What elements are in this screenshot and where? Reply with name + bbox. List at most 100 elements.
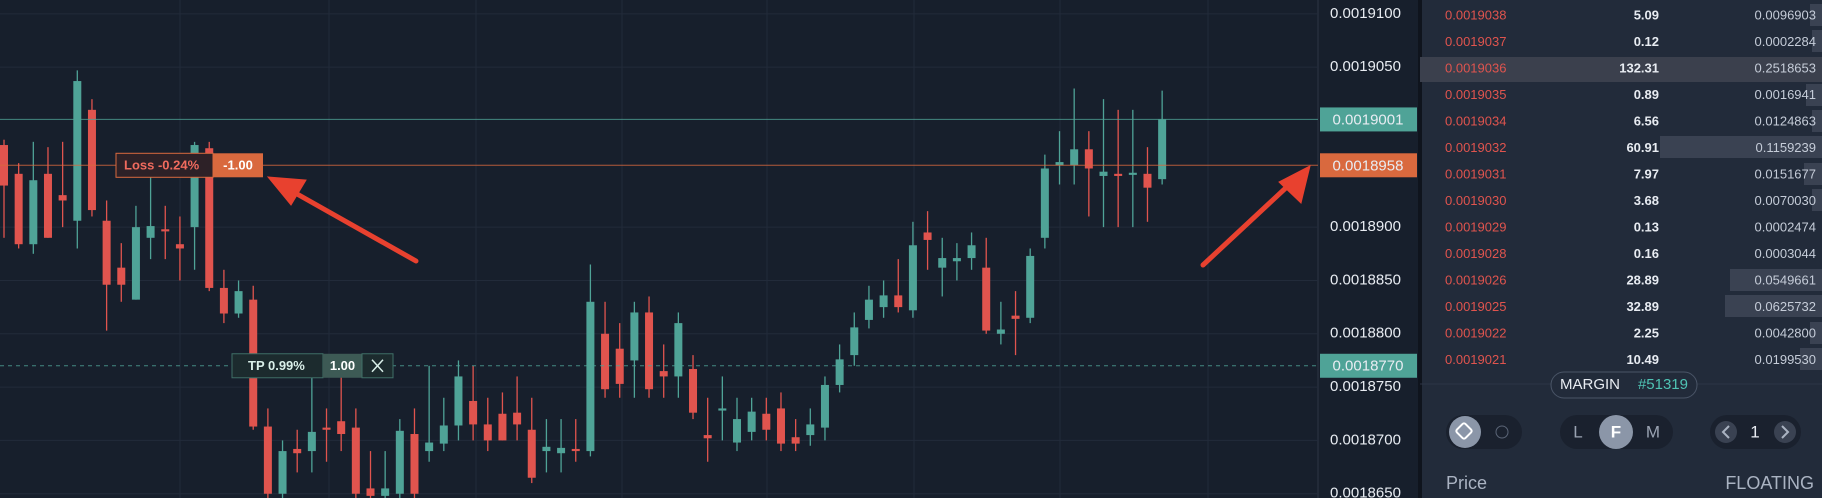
ask-price: 0.0019022 [1445, 325, 1506, 340]
arrow [266, 165, 1311, 268]
candle-body [645, 312, 654, 390]
grid [0, 13, 1318, 495]
tag-knob[interactable] [1449, 416, 1481, 448]
candle-body [1114, 173, 1123, 176]
price-badge [1320, 153, 1417, 178]
order-book: 0.0019038 5.09 0.0096903 0.0019037 0.12 0.000… [1445, 7, 1816, 367]
order-label: TP 0.99% [248, 358, 305, 373]
y-tick-label: 0.0019100 [1330, 5, 1401, 22]
candle-body [73, 81, 82, 221]
price-badges: 0.0019001 0.0018958 0.0018770 [1320, 107, 1417, 378]
candle-body [205, 148, 214, 288]
ask-total: 0.0002474 [1755, 219, 1816, 234]
candle-body [1128, 172, 1137, 175]
candle-body [293, 448, 302, 454]
price-badge [1320, 353, 1417, 378]
candle-body [175, 244, 184, 249]
candle-body [87, 109, 96, 211]
candle-body [791, 437, 800, 444]
candle-body [498, 413, 507, 441]
decrease-button[interactable] [1715, 421, 1737, 443]
ask-total: 0.0070030 [1755, 193, 1816, 208]
price-badge-label: 0.0019001 [1333, 111, 1404, 128]
ask-total: 0.0151677 [1755, 166, 1816, 181]
ask-amount: 32.89 [1626, 299, 1659, 314]
order-quantity-box[interactable] [213, 153, 263, 178]
increase-icon [1781, 425, 1790, 439]
ask-total: 0.0002284 [1755, 34, 1816, 49]
mode-option[interactable]: L [1573, 422, 1582, 441]
candle-body [1143, 173, 1152, 188]
ask-total: 0.2518653 [1755, 60, 1816, 75]
candle-body [571, 448, 580, 452]
margin-pill[interactable] [1550, 371, 1698, 399]
price-label: Price [1446, 473, 1487, 493]
ask-price: 0.0019032 [1445, 140, 1506, 155]
increase-button[interactable] [1774, 421, 1796, 443]
price-badge [1320, 107, 1417, 132]
order-quantity-box[interactable] [323, 353, 362, 378]
ask-price: 0.0019029 [1445, 219, 1506, 234]
candle-body [454, 376, 463, 426]
price-lines: Loss -0.24% -1.00 TP 0.99% 1.00 [0, 118, 1318, 379]
ask-price: 0.0019037 [1445, 34, 1506, 49]
candle-body [366, 488, 375, 496]
signal-icon [1495, 425, 1509, 439]
candle-body [43, 173, 52, 238]
arrow-shaft [287, 187, 419, 264]
candle-body [410, 434, 419, 494]
candles [0, 70, 1167, 498]
price-axis: 0.0019100 0.0019050 0.0018900 0.0018850 0.00… [1330, 5, 1401, 498]
ask-amount: 10.49 [1626, 352, 1659, 367]
candle-body [630, 312, 639, 361]
candle-body [659, 371, 668, 377]
ask-price: 0.0019036 [1445, 60, 1506, 75]
candle-body [864, 299, 873, 320]
arrow-shaft [1200, 181, 1293, 268]
candle-body [58, 195, 67, 201]
candle-body [351, 427, 360, 494]
candle-body [1026, 255, 1035, 318]
order-label-box[interactable] [115, 152, 214, 178]
candle-body [601, 333, 610, 390]
candle-body [806, 424, 815, 436]
candle-body [29, 180, 38, 245]
depth-bars [1420, 4, 1822, 370]
decrease-icon [1721, 425, 1730, 439]
candle-body [1158, 119, 1167, 180]
y-tick-label: 0.0018900 [1330, 218, 1401, 235]
candle-body [820, 384, 829, 428]
candle-body [952, 258, 961, 262]
ask-price: 0.0019021 [1445, 352, 1506, 367]
ask-price: 0.0019031 [1445, 166, 1506, 181]
depth-bar [1810, 322, 1822, 344]
price-badge-label: 0.0018958 [1333, 157, 1404, 174]
mode-knob[interactable] [1599, 415, 1633, 449]
y-tick-label: 0.0018800 [1330, 325, 1401, 342]
candle-body [234, 291, 243, 314]
ask-amount: 132.31 [1619, 60, 1659, 75]
mode-option[interactable]: F [1611, 422, 1621, 441]
candle-body [263, 426, 272, 494]
arrow-head [1278, 165, 1311, 204]
ask-amount: 0.16 [1634, 246, 1659, 261]
depth-bar [1660, 136, 1822, 158]
candle-body [747, 411, 756, 432]
candle-body [557, 447, 566, 454]
arrow-head [266, 176, 307, 206]
depth-bar [1804, 163, 1822, 185]
y-tick-label: 0.0019050 [1330, 58, 1401, 75]
candle-body [776, 408, 785, 444]
mode-option[interactable]: M [1646, 422, 1660, 441]
candle-body [219, 287, 228, 314]
ask-total: 0.0042800 [1755, 325, 1816, 340]
depth-bar [1725, 295, 1822, 317]
candle-body [908, 245, 917, 311]
candle-body [996, 329, 1005, 334]
candle-body [762, 413, 771, 430]
candle-body [395, 430, 404, 494]
candle-body [425, 442, 434, 452]
